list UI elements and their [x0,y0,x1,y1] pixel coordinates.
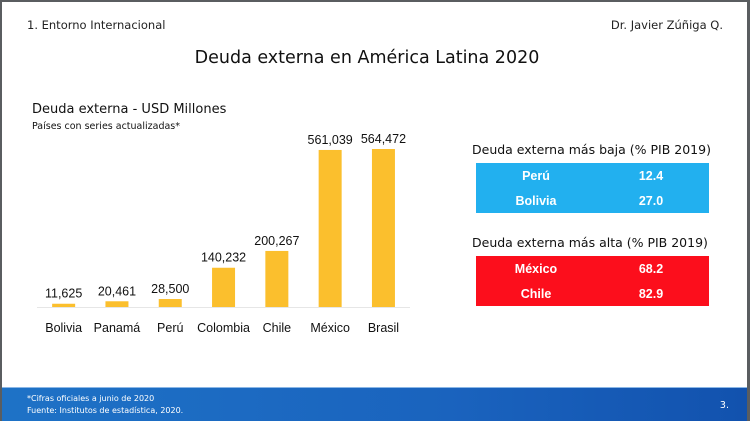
low-debt-caption: Deuda externa más baja (% PIB 2019) [472,142,711,157]
data-label: 11,625 [45,287,82,301]
page-number: 3. [719,400,729,411]
value-cell: 68.2 [638,261,664,276]
section-label: 1. Entorno Internacional [27,18,166,32]
value-cell: 12.4 [638,168,664,183]
chart-title: Deuda externa - USD Millones [32,102,227,117]
bar-méxico [318,149,342,307]
data-label: 200,267 [254,234,299,248]
bar-perú [158,299,182,307]
data-label: 564,472 [361,132,406,146]
data-label: 140,232 [201,251,246,265]
data-label: 20,461 [98,284,136,298]
high-debt-table: México 68.2 Chile 82.9 [476,256,709,306]
x-tick-label: Perú [157,321,183,335]
x-tick-label: Colombia [197,321,250,335]
table-row: Chile 82.9 [476,281,709,306]
country-cell: Chile [520,286,552,301]
bar-chile [265,250,289,307]
footnote-note: *Cifras oficiales a junio de 2020 [27,394,155,403]
bar-brasil [371,149,395,307]
footer-band: *Cifras oficiales a junio de 2020 Fuente… [2,387,747,421]
footnote: *Cifras oficiales a junio de 2020 Fuente… [27,393,183,417]
value-cell: 27.0 [638,193,664,208]
table-row: México 68.2 [476,256,709,281]
x-tick-label: Panamá [94,321,141,335]
slide-title: Deuda externa en América Latina 2020 [194,48,540,68]
high-debt-caption: Deuda externa más alta (% PIB 2019) [472,235,708,250]
country-cell: Perú [522,168,550,183]
country-cell: México [514,261,558,276]
x-tick-label: Brasil [368,321,399,335]
author-label: Dr. Javier Zúñiga Q. [610,18,723,32]
bar-colombia [212,267,236,307]
value-cell: 82.9 [638,286,664,301]
bar-panamá [105,301,129,307]
x-tick-label: Bolivia [45,321,82,335]
low-debt-table: Perú 12.4 Bolivia 27.0 [476,163,709,213]
x-tick-label: Chile [263,321,292,335]
bar-bolivia [52,303,76,307]
table-row: Bolivia 27.0 [476,188,709,213]
x-tick-label: México [310,321,350,335]
data-label: 28,500 [151,282,189,296]
country-cell: Bolivia [515,193,557,208]
chart-subtitle: Países con series actualizadas* [32,121,181,132]
footnote-source: Fuente: Institutos de estadística, 2020. [27,406,184,415]
data-label: 561,039 [308,133,353,147]
table-row: Perú 12.4 [476,163,709,188]
bar-chart: 11,625 Bolivia 20,461 Panamá 28,500 Perú 140,2… [37,132,410,335]
